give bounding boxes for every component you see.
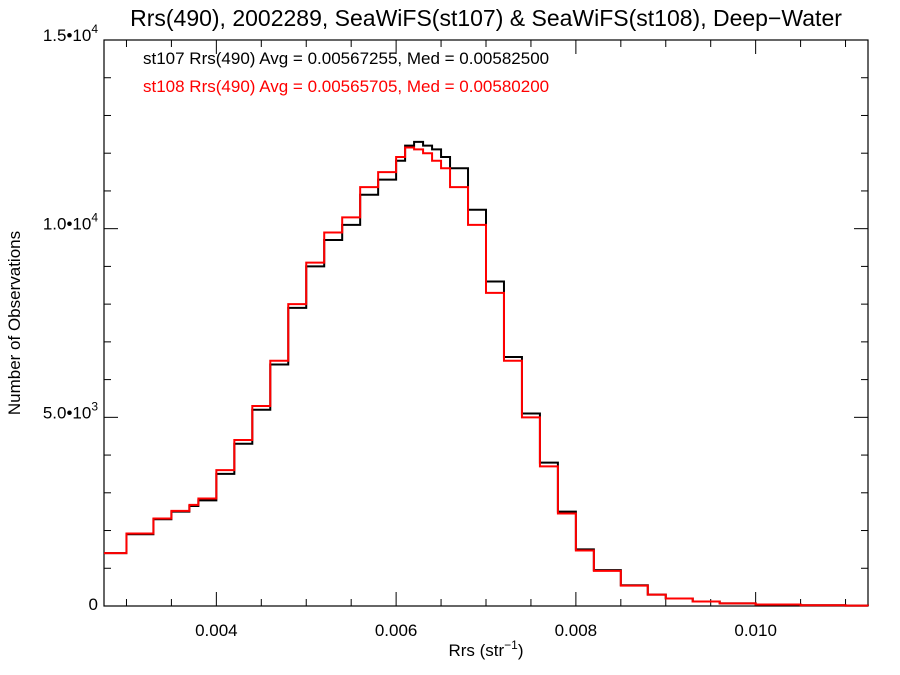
y-tick-label: 0 (89, 595, 98, 614)
legend-entry-st107: st107 Rrs(490) Avg = 0.00567255, Med = 0… (143, 49, 549, 68)
y-tick-label-exponent: 3 (91, 399, 98, 413)
series-lines (104, 140, 869, 607)
y-axis-label: Number of Observations (5, 231, 24, 415)
x-tick-label: 0.006 (375, 621, 418, 640)
y-tick-label-exponent: 4 (91, 211, 98, 225)
series-st107-line (104, 140, 869, 607)
legend-entry-st108: st108 Rrs(490) Avg = 0.00565705, Med = 0… (143, 77, 549, 96)
legend: st107 Rrs(490) Avg = 0.00567255, Med = 0… (143, 49, 549, 96)
y-tick-label: 1.5•104 (43, 22, 99, 45)
x-axis-label: Rrs (str−1) (448, 638, 523, 660)
x-axis-label-superscript: −1 (504, 638, 518, 652)
y-tick-label-exponent: 4 (91, 22, 98, 36)
y-tick-label: 1.0•104 (43, 211, 99, 234)
x-axis-label-text: Rrs (str (448, 641, 504, 660)
series-st108-line (104, 146, 869, 607)
x-axis-ticks: 0.004 0.006 0.008 0.010 (125, 40, 847, 640)
y-tick-label: 5.0•103 (43, 399, 99, 422)
chart-title: Rrs(490), 2002289, SeaWiFS(st107) & SeaW… (130, 5, 842, 31)
y-tick-label-base: 1.0•10 (43, 215, 92, 234)
x-axis-label-close: ) (518, 641, 524, 660)
plot-frame (103, 39, 869, 607)
y-tick-label-base: 1.5•10 (43, 26, 92, 45)
x-tick-label: 0.008 (555, 621, 598, 640)
x-tick-label: 0.004 (195, 621, 238, 640)
x-tick-label: 0.010 (734, 621, 777, 640)
y-tick-label-base: 5.0•10 (43, 403, 92, 422)
